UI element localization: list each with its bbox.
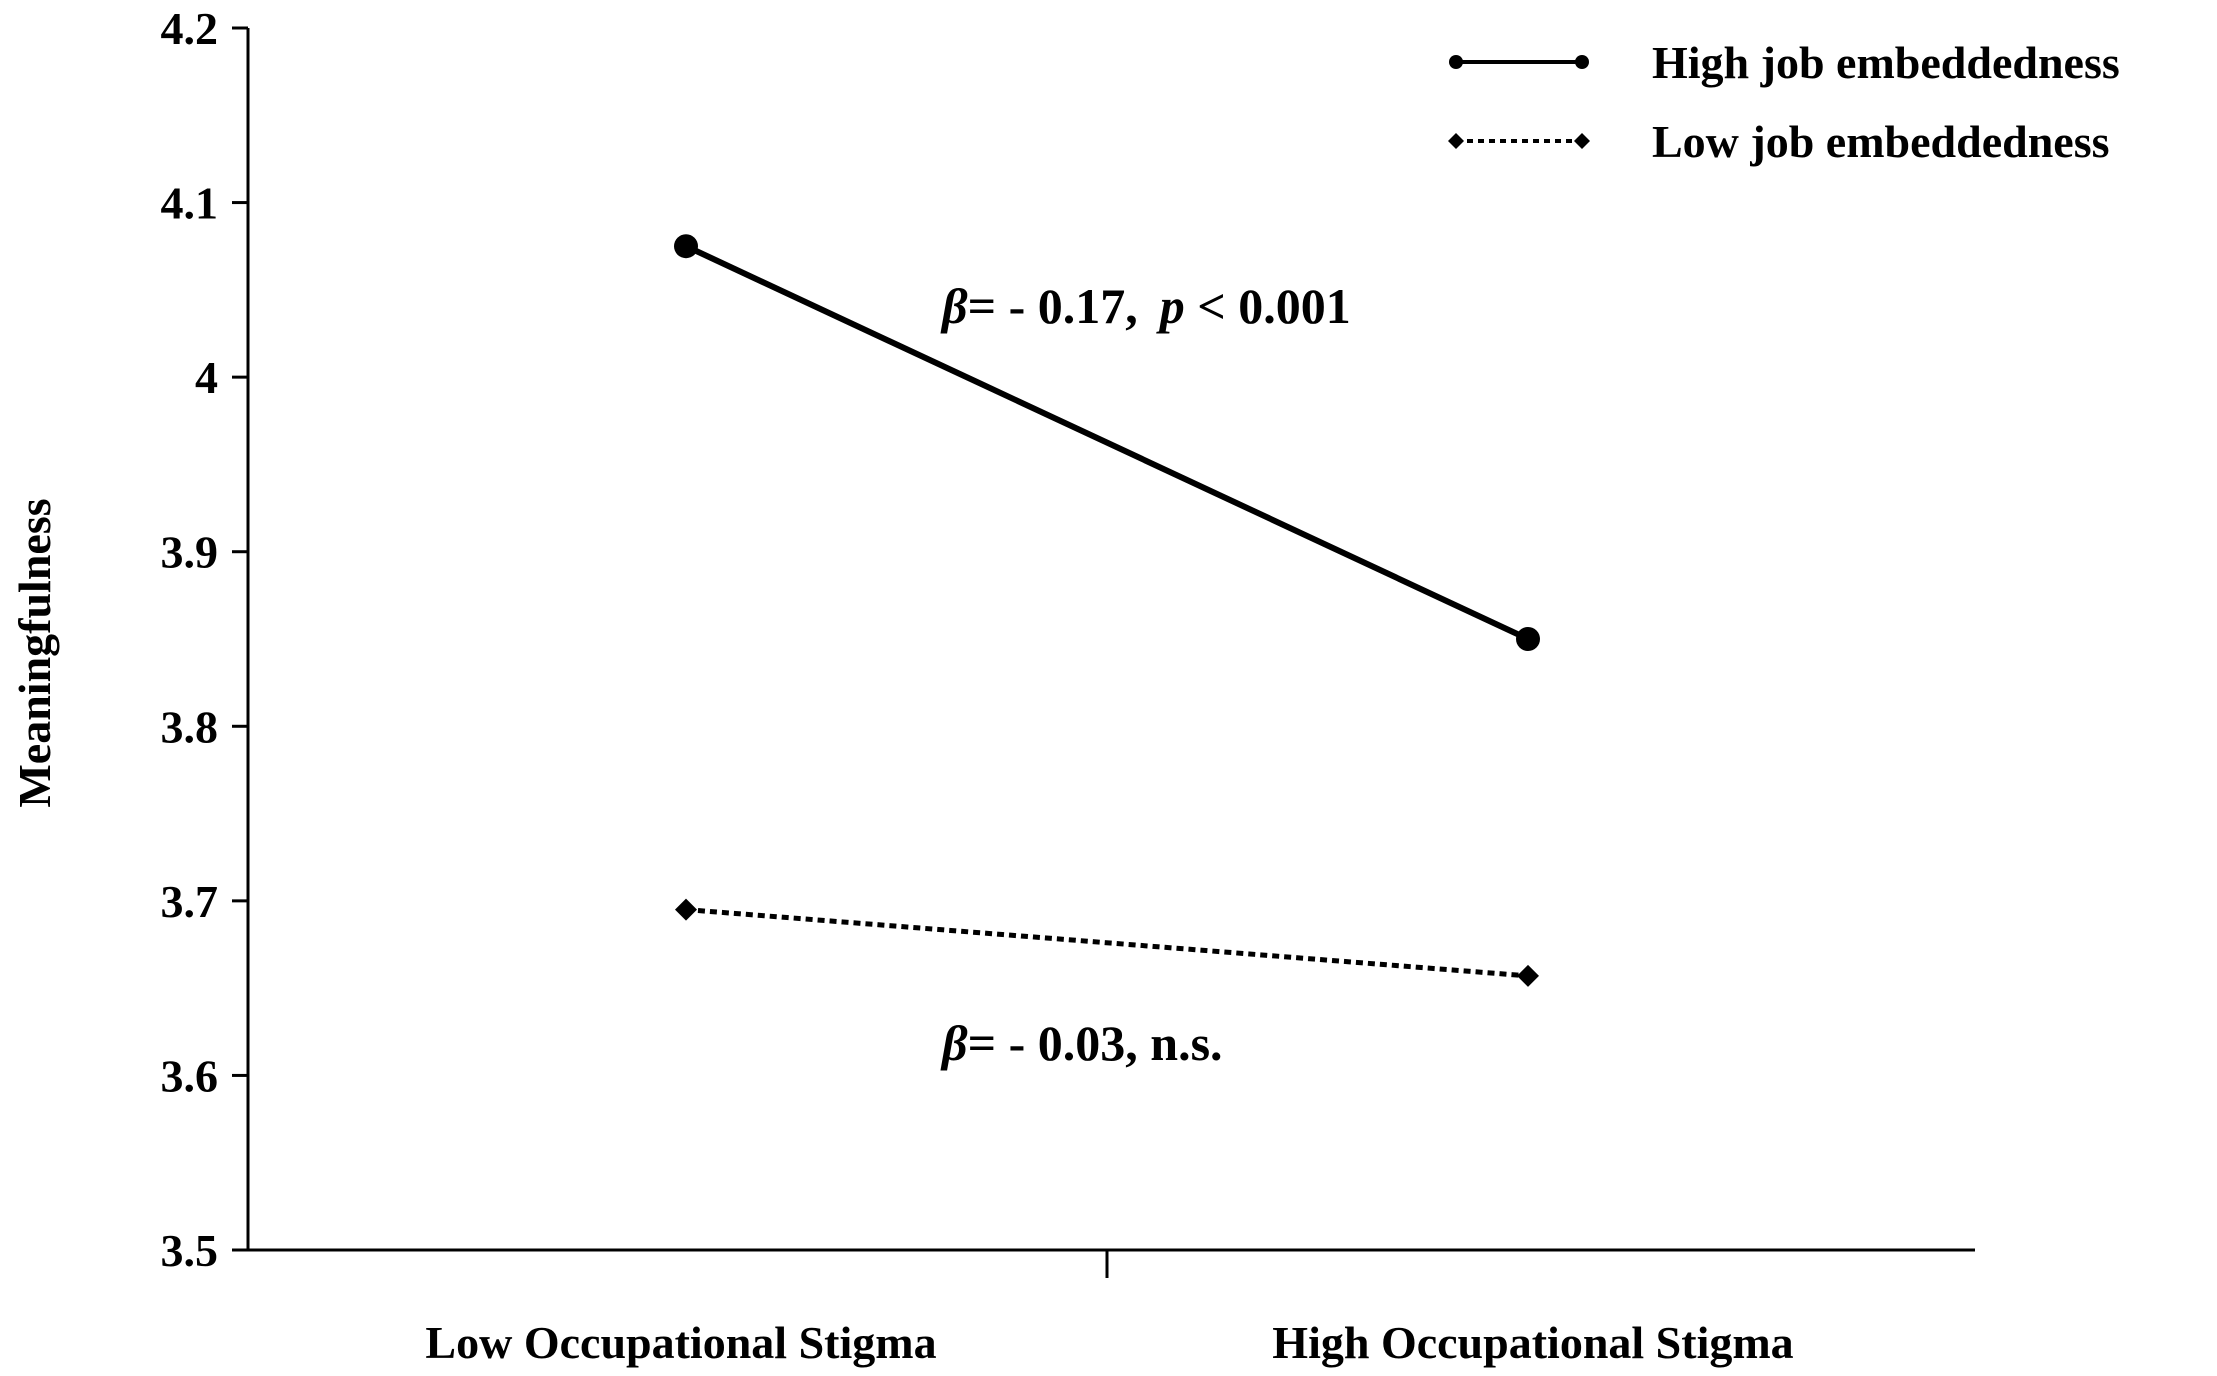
y-tick-label: 3.5: [161, 1225, 219, 1276]
beta-value-text: = - 0.17,: [968, 278, 1138, 334]
p-symbol: p: [1156, 278, 1185, 334]
beta-value-text: = - 0.03, n.s.: [968, 1015, 1223, 1071]
p-value-text: < 0.001: [1185, 278, 1351, 334]
series-line: [685, 907, 1529, 979]
data-point-marker: [675, 898, 697, 921]
y-tick-label: 4: [195, 352, 218, 403]
y-tick-label: 3.8: [161, 701, 219, 752]
y-tick-label: 3.7: [161, 876, 219, 927]
series-line: [684, 243, 1530, 642]
x-category-label: Low Occupational Stigma: [425, 1317, 936, 1368]
legend: High job embeddedness Low job embeddednes…: [1448, 37, 2120, 167]
legend-marker: [1575, 55, 1589, 69]
data-point-marker: [1517, 964, 1539, 987]
y-tick-label: 3.6: [161, 1050, 219, 1101]
legend-label: High job embeddedness: [1652, 37, 2120, 88]
y-tick-label: 4.1: [161, 178, 219, 229]
series-layer: [674, 234, 1540, 987]
y-tick-label: 3.9: [161, 527, 219, 578]
legend-marker: [1449, 55, 1463, 69]
x-category-label: High Occupational Stigma: [1272, 1317, 1793, 1368]
series-high-job-embeddedness: [674, 234, 1540, 651]
beta-symbol: β: [940, 1015, 968, 1071]
x-axis-categories: Low Occupational Stigma High Occupational…: [425, 1317, 1793, 1368]
y-axis-title: Meaningfulness: [9, 498, 60, 807]
data-point-marker: [674, 234, 698, 259]
legend-label: Low job embeddedness: [1652, 116, 2110, 167]
high-embeddedness-slope-annotation: β= - 0.17, p < 0.001: [940, 278, 1351, 334]
legend-marker: [1448, 133, 1464, 149]
series-low-job-embeddedness: [675, 898, 1539, 987]
y-axis-ticks: 3.5 3.6 3.7 3.8 3.9 4 4.1 4.2: [161, 3, 248, 1276]
beta-symbol: β: [940, 278, 968, 334]
y-tick-label: 4.2: [161, 3, 219, 54]
axes: [246, 28, 1975, 1278]
data-point-marker: [1516, 627, 1540, 651]
legend-marker: [1574, 133, 1590, 149]
low-embeddedness-slope-annotation: β= - 0.03, n.s.: [940, 1015, 1223, 1071]
annotations: β= - 0.17, p < 0.001 β= - 0.03, n.s.: [940, 278, 1351, 1071]
